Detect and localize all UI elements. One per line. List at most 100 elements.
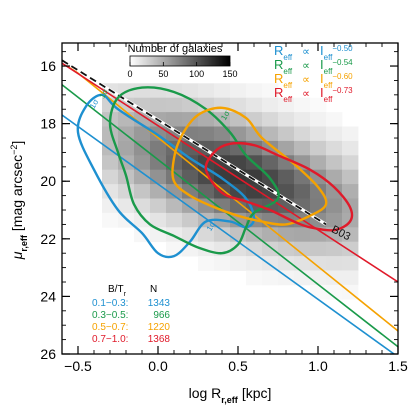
heatmap-cell [134,155,151,171]
heatmap-cell [166,126,183,142]
reference-relation [62,58,327,226]
heatmap-cell [214,112,231,127]
colorbar-tick-label: 0 [127,69,132,79]
heatmap-cell [134,126,151,142]
heatmap-cell [262,140,279,156]
contour-label: 1σ [98,87,111,100]
heatmap-cell [166,169,183,185]
heatmap-cell [278,241,295,257]
heatmap-cell [294,241,311,257]
heatmap-cell [262,83,279,99]
heatmap-cell [166,241,183,257]
contour-label: 1σ [219,109,232,122]
heatmap-cell [230,97,247,113]
y-tick-label: 20 [40,173,56,189]
heatmap-cell [182,83,199,99]
x-tick-label: 1.5 [388,358,408,374]
heatmap-cell [326,212,343,228]
table-row-n: 1368 [148,334,171,345]
table-row-bt: 0.1−0.3: [92,298,128,309]
heatmap-cell [134,184,151,199]
table-row-bt: 0.5−0.7: [92,322,128,333]
heatmap-cell [326,241,343,257]
table-row-n: 1343 [148,298,171,309]
heatmap-cell [294,97,311,113]
heatmap-cell [182,227,199,243]
heatmap-cell [262,212,279,228]
fit-line [62,84,398,348]
heatmap-cell [310,140,327,156]
table-row-bt: 0.3−0.5: [92,310,128,321]
heatmap-cell [214,227,231,243]
heatmap-cell [310,227,327,243]
heatmap-cell [198,227,215,243]
heatmap-cell [294,112,311,127]
heatmap-cell [182,212,199,228]
table-header-n: N [150,284,157,295]
table-row-n: 1220 [148,322,171,333]
heatmap-cell [166,212,183,228]
heatmap-cell [246,256,263,271]
colorbar-gradient [129,55,231,67]
heatmap-cell [342,184,359,199]
sigma-contour [76,93,256,259]
sample-table: B/Tr N 0.1−0.3: 1343 0.3−0.5: 966 0.5−0.7: 12… [92,284,170,345]
axis-ticks: −0.5 0.0 0.5 1.0 1.5 16 18 20 22 24 26 [40,43,408,374]
heatmap-cell [102,198,119,214]
heatmap-cell [246,97,263,113]
sigma-contour [171,106,328,226]
heatmap-cell [278,126,295,142]
heatmap-cell [310,155,327,171]
heatmap-cell [310,284,327,300]
sigma-contours [76,86,354,259]
heatmap-cell [294,256,311,271]
heatmap-cell [230,198,247,214]
heatmap-cell [262,241,279,257]
heatmap-cell [262,227,279,243]
heatmap-cell [262,112,279,127]
y-tick-label: 16 [40,58,56,74]
heatmap-cell [198,184,215,199]
heatmap-cell [278,140,295,156]
heatmap-cell [342,270,359,286]
heatmap-cell [166,112,183,127]
heatmap-cell [246,184,263,199]
heatmap-cell [342,140,359,156]
heatmap-cell [294,270,311,286]
heatmap-cell [326,184,343,199]
heatmap-cell [278,97,295,113]
y-axis-title: μr,eff[mag arcsec−2] [9,141,29,261]
colorbar-tick-label: 100 [189,69,204,79]
x-tick-label: 1.0 [308,358,328,374]
heatmap-cell [246,126,263,142]
heatmap-cell [150,97,167,113]
colorbar-ticks: 0 50 100 150 [127,62,238,79]
table-row-bt: 0.7−1.0: [92,334,128,345]
colorbar-title: Number of galaxies [128,43,223,55]
heatmap-cell [150,212,167,228]
heatmap-cell [278,112,295,127]
heatmap-cell [102,184,119,199]
heatmap-cell [134,83,151,99]
heatmap-cell [294,227,311,243]
y-tick-label: 18 [40,116,56,132]
legend-entry: Reff ∝ Ieff−0.54 [274,57,353,76]
legend-entry: Reff ∝ Ieff−0.50 [274,43,353,62]
colorbar: Number of galaxies 0 50 100 150 [127,43,237,79]
heatmap-cell [294,140,311,156]
heatmap-cell [326,140,343,156]
heatmap-cell [102,212,119,228]
heatmap-cell [134,169,151,185]
heatmap-cell [230,83,247,99]
heatmap-cell [198,126,215,142]
y-tick-label: 24 [40,288,56,304]
heatmap-cell [326,270,343,286]
table-row-n: 966 [153,310,170,321]
heatmap-cell [294,198,311,214]
heatmap-cell [118,198,135,214]
heatmap-cell [342,155,359,171]
heatmap-cell [134,212,151,228]
heatmap-cell [198,83,215,99]
heatmap-cell [262,97,279,113]
